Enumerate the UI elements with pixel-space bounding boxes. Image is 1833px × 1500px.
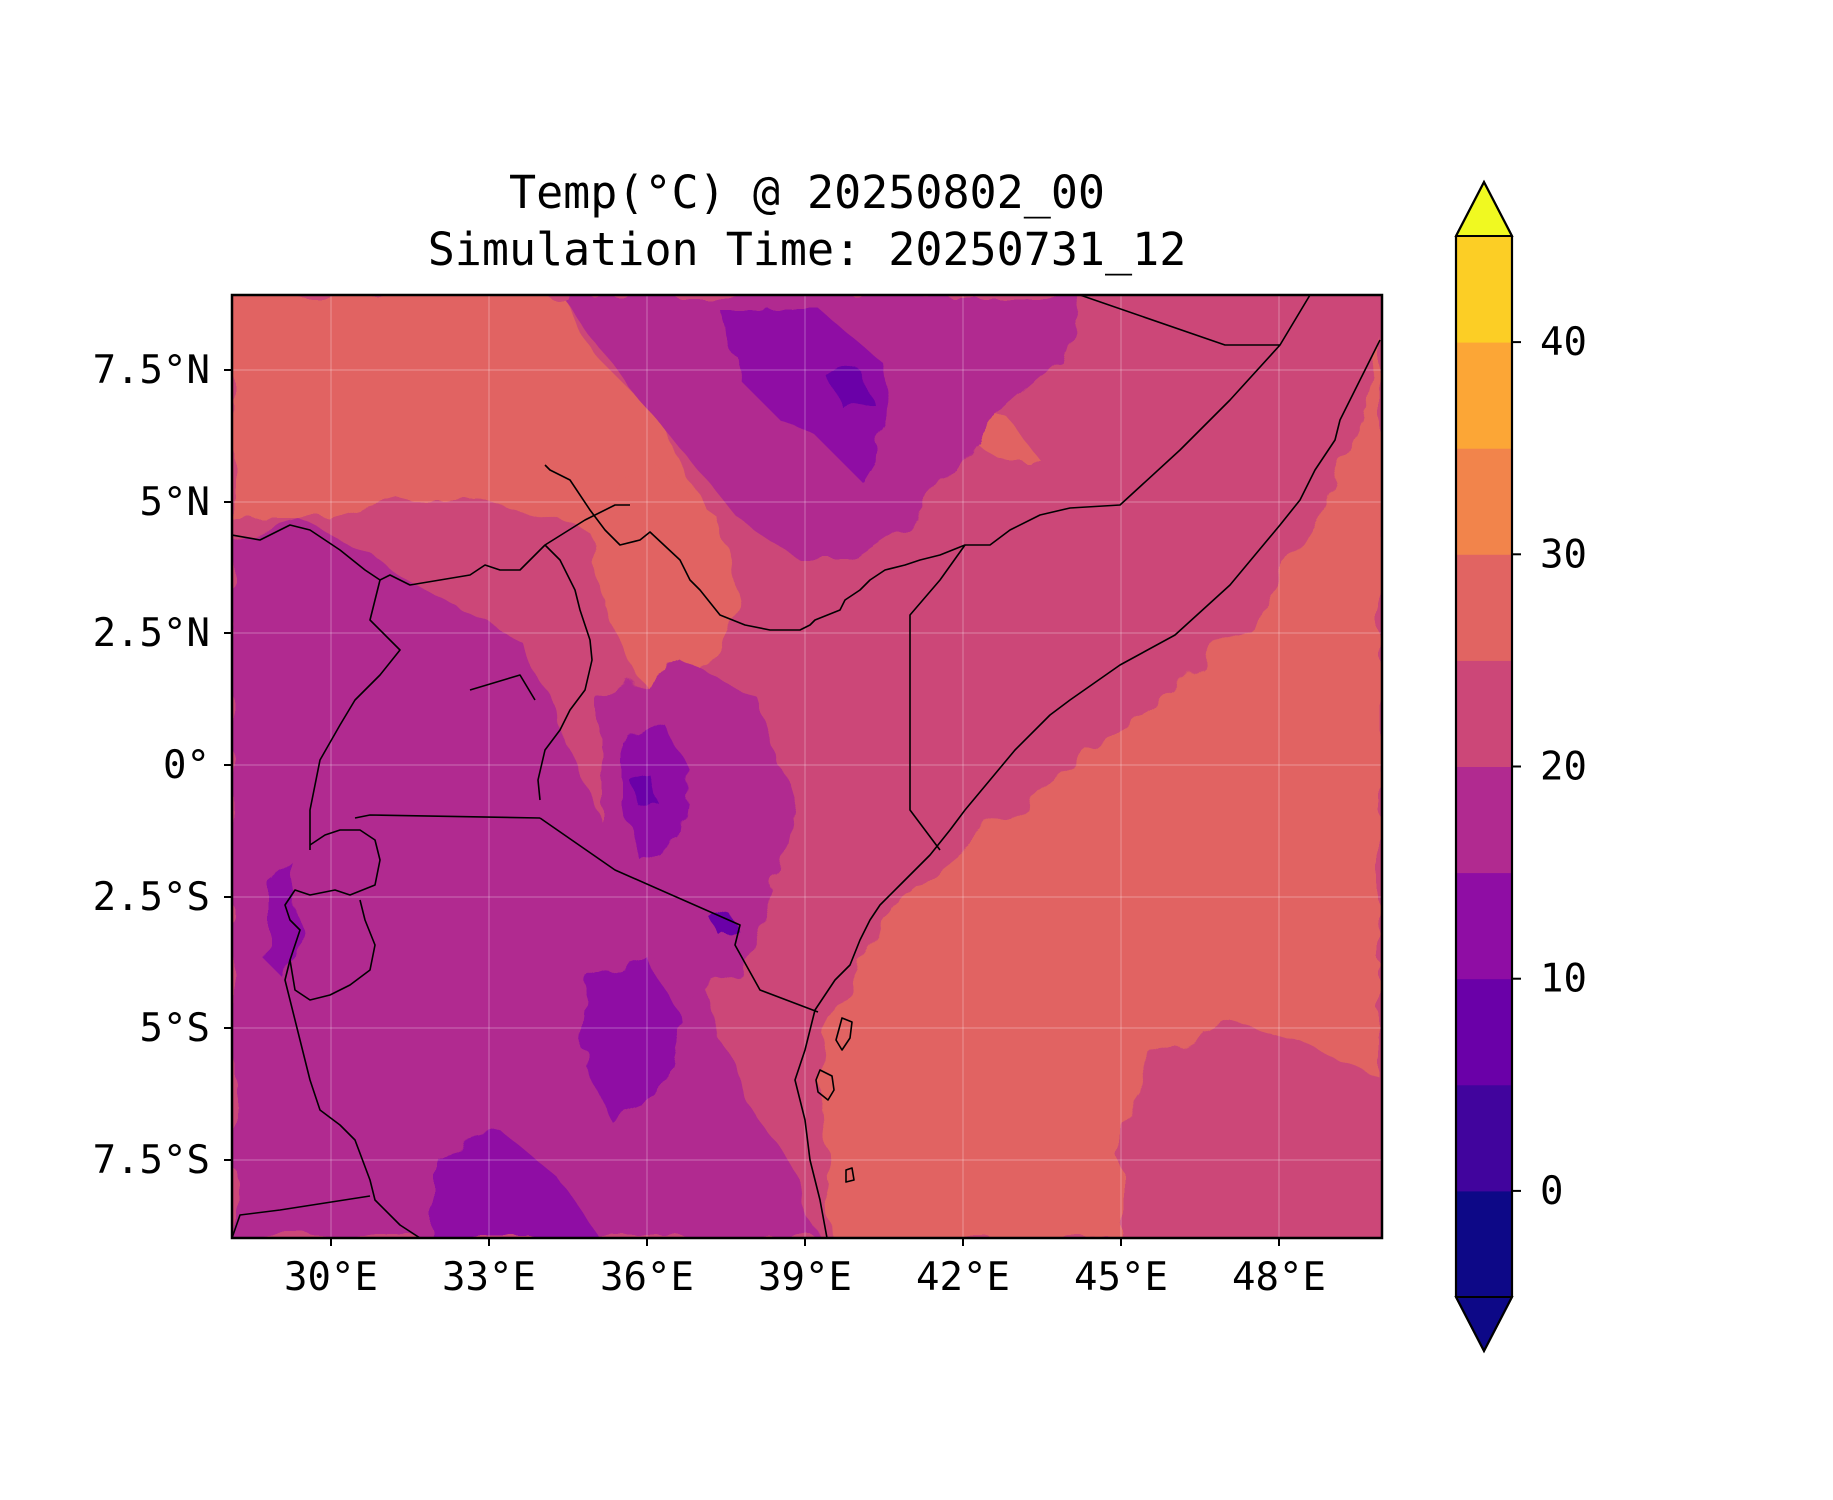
lake-victoria-outline: [469, 674, 536, 701]
y-tick-label: 5°N: [140, 480, 210, 525]
map-gridlines: [232, 295, 1382, 1238]
island-zanzibar: [815, 1069, 835, 1101]
border-zambia-malawi: [232, 1195, 371, 1238]
y-tick-label: 2.5°S: [93, 875, 210, 920]
ocean-warm-zone: [820, 340, 1382, 1238]
border-somaliland: [1079, 295, 1280, 346]
colorbar-band: [1456, 342, 1512, 449]
border-somalia-ethiopia: [544, 295, 1311, 631]
colorbar-tick-label: 40: [1540, 320, 1587, 365]
x-tick-label: 45°E: [1074, 1255, 1168, 1300]
x-tick-label: 36°E: [600, 1255, 694, 1300]
y-tick-label: 2.5°N: [93, 611, 210, 656]
mt-kenya-cold-spot: [630, 775, 655, 805]
y-tick-label: 7.5°S: [93, 1138, 210, 1183]
title-line-1: Temp(°C) @ 20250802_00: [508, 166, 1106, 219]
rwenzori-peak-zone: [265, 860, 300, 980]
island-pemba: [835, 1017, 853, 1051]
border-kenya-uganda: [537, 544, 593, 801]
colorbar-band: [1456, 872, 1512, 980]
southern-peak-zone: [430, 1130, 600, 1238]
island-mafia: [845, 1167, 855, 1183]
colorbar-band: [1456, 554, 1512, 661]
x-tick-marks: [330, 1238, 1280, 1246]
colorbar-tick-label: 10: [1540, 957, 1587, 1002]
colorbar-band: [1456, 978, 1512, 1086]
coastline: [794, 339, 1381, 1238]
colorbar-tick-label: 0: [1540, 1169, 1563, 1214]
x-tick-label: 39°E: [758, 1255, 852, 1300]
colorbar-band: [1456, 448, 1512, 555]
border-rwanda-burundi: [284, 829, 381, 1001]
map-frame: [230, 293, 1384, 1240]
colorbar-tick-label: 20: [1540, 745, 1587, 790]
colorbar-band: [1456, 660, 1512, 767]
y-tick-label: 5°S: [140, 1006, 210, 1051]
kilimanjaro-cold-spot: [712, 912, 736, 938]
rift-peak-zone: [620, 720, 690, 860]
border-kenya-tanzania: [539, 817, 819, 1013]
border-uganda-west: [309, 579, 401, 850]
y-tick-marks: [224, 369, 232, 1161]
colorbar-under-extension: [1454, 1296, 1514, 1354]
x-tick-label: 42°E: [916, 1255, 1010, 1300]
colorbar-outline: [1454, 179, 1514, 1354]
colorbar-over-extension: [1454, 179, 1514, 237]
y-tick-label: 7.5°N: [93, 348, 210, 393]
ethiopia-peak-zone: [720, 310, 890, 480]
colorbar-band: [1456, 766, 1512, 874]
western-highland-zone: [232, 520, 820, 1238]
y-tick-label: 0°: [163, 743, 210, 788]
border-kenya-somalia: [909, 544, 966, 851]
title-line-2: Simulation Time: 20250731_12: [427, 223, 1187, 276]
colorbar-ticks: 0 10 20 30 40: [1512, 320, 1587, 1214]
border-tanzania-drc: [284, 959, 421, 1238]
temperature-map: [232, 295, 1382, 1238]
tanzania-peak-zone: [580, 960, 680, 1120]
x-tick-label: 33°E: [442, 1255, 536, 1300]
colorbar-bands: [1456, 236, 1512, 1298]
x-axis-labels: 30°E 33°E 36°E 39°E 42°E 45°E 48°E: [284, 1255, 1326, 1300]
ethiopia-cold-spot: [830, 370, 870, 410]
colorbar: 0 10 20 30 40: [1454, 179, 1587, 1354]
map-borders: [232, 295, 1381, 1238]
x-tick-label: 30°E: [284, 1255, 378, 1300]
border-uganda-tanzania: [354, 814, 541, 819]
colorbar-band: [1456, 1084, 1512, 1192]
colorbar-tick-label: 30: [1540, 532, 1587, 577]
x-tick-label: 48°E: [1232, 1255, 1326, 1300]
border-south-sudan: [232, 504, 630, 586]
y-axis-labels: 7.5°N 5°N 2.5°N 0° 2.5°S 5°S 7.5°S: [93, 348, 210, 1183]
map-title: Temp(°C) @ 20250802_00 Simulation Time: …: [232, 164, 1382, 278]
colorbar-band: [1456, 236, 1512, 343]
colorbar-band: [1456, 1190, 1512, 1298]
